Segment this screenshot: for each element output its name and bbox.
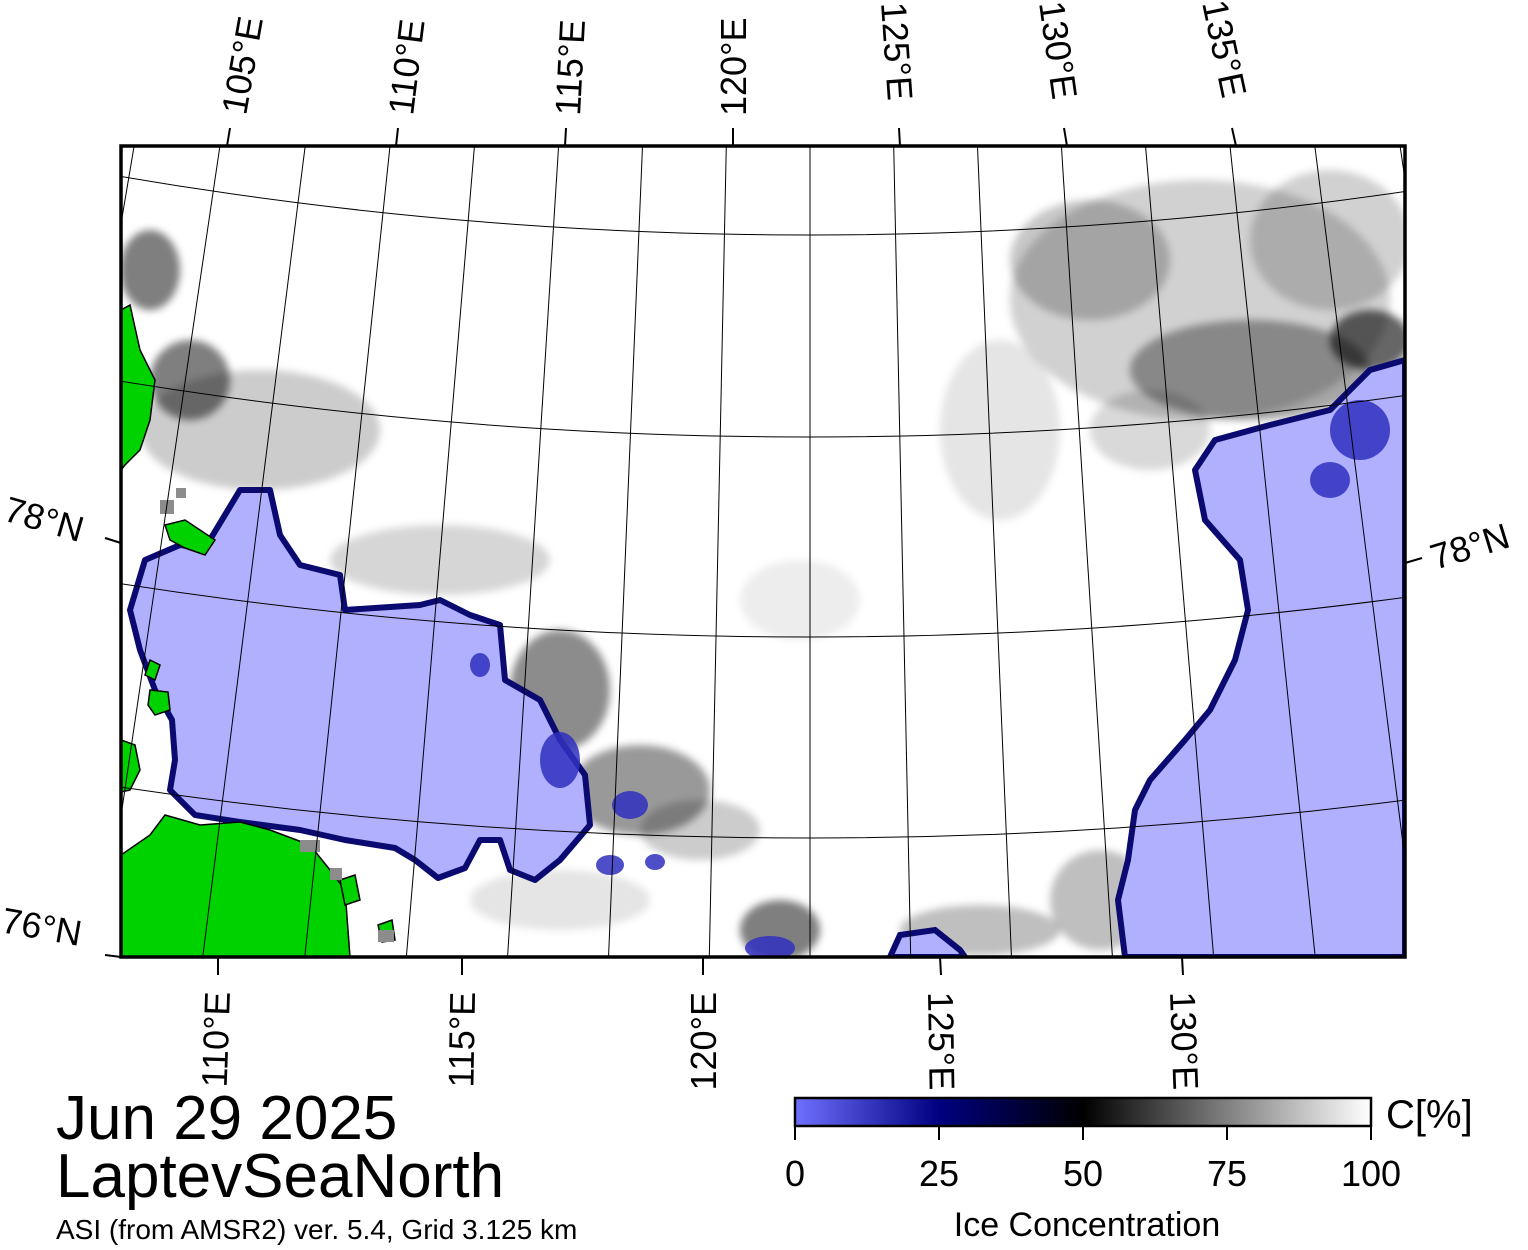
colorbar: 0 25 50 75 100 C[%] Ice Concentration — [785, 1093, 1473, 1244]
meridian-line — [1460, 0, 1528, 1031]
land-taymyr-south — [121, 814, 351, 957]
lat-label-left-78: 78°N — [0, 488, 88, 550]
lat-label-left-76: 76°N — [0, 900, 85, 954]
colorbar-tick-25: 25 — [919, 1153, 959, 1194]
ice-texture — [121, 170, 1405, 957]
lon-label-top-110: 110°E — [380, 17, 432, 117]
meridian-line — [507, 146, 560, 957]
graticule — [121, 0, 1528, 1031]
map-ticks — [104, 127, 1423, 976]
bottom-longitude-labels: 110°E 115°E 120°E 125°E 130°E — [194, 991, 1207, 1091]
colorbar-tick-75: 75 — [1207, 1153, 1247, 1194]
open-water-east — [1115, 357, 1405, 957]
meridian-line — [304, 146, 391, 957]
meridian-line — [1145, 146, 1215, 957]
lon-label-top-105: 105°E — [214, 13, 271, 117]
land-island-3 — [147, 689, 171, 716]
meridian-line — [1229, 146, 1316, 957]
mixed-ice-patches — [470, 400, 1390, 957]
land-island-4 — [121, 739, 141, 793]
meridian-line — [202, 146, 306, 957]
open-water-west — [127, 487, 593, 883]
colorbar-title: Ice Concentration — [954, 1206, 1221, 1244]
lon-label-bottom-130: 130°E — [1162, 991, 1206, 1091]
lon-label-bottom-120: 120°E — [683, 992, 724, 1090]
land-island-1 — [164, 519, 217, 556]
meridian-line — [976, 146, 1012, 957]
lon-label-bottom-110: 110°E — [194, 991, 238, 1088]
colorbar-bar — [793, 1096, 1373, 1128]
meridian-line — [1314, 146, 1405, 864]
colorbar-unit: C[%] — [1386, 1093, 1473, 1137]
land-island-2 — [144, 658, 161, 682]
region-name: LaptevSeaNorth — [56, 1142, 505, 1211]
colorbar-tick-100: 100 — [1341, 1153, 1401, 1194]
lon-label-bottom-115: 115°E — [440, 991, 483, 1088]
lon-label-top-115: 115°E — [547, 19, 593, 117]
land-island-5 — [339, 874, 361, 906]
colorbar-tick-0: 0 — [785, 1153, 805, 1194]
colorbar-ticks — [794, 1126, 1372, 1140]
land-masses — [121, 303, 396, 957]
open-water-south — [886, 926, 969, 957]
meridian-line — [121, 146, 135, 227]
lon-label-top-135: 135°E — [1194, 0, 1255, 101]
lat-label-right-78: 78°N — [1425, 515, 1514, 578]
meridian-line — [405, 146, 475, 957]
meridian-line — [708, 146, 727, 957]
map-date: Jun 29 2025 — [56, 1084, 398, 1153]
meridian-line — [893, 146, 912, 957]
lon-label-top-125: 125°E — [873, 1, 921, 102]
colorbar-tick-50: 50 — [1063, 1153, 1103, 1194]
meridian-line — [608, 146, 644, 957]
product-info: ASI (from AMSR2) ver. 5.4, Grid 3.125 km — [56, 1214, 578, 1245]
map-frame — [119, 144, 1407, 959]
lon-label-top-120: 120°E — [713, 18, 754, 116]
meridian-line — [121, 146, 221, 820]
lon-label-bottom-125: 125°E — [920, 991, 963, 1090]
meridian-line — [1060, 146, 1113, 957]
lon-label-top-130: 130°E — [1031, 0, 1085, 102]
top-longitude-labels: 105°E 110°E 115°E 120°E 125°E 130°E 135°… — [214, 0, 1255, 117]
